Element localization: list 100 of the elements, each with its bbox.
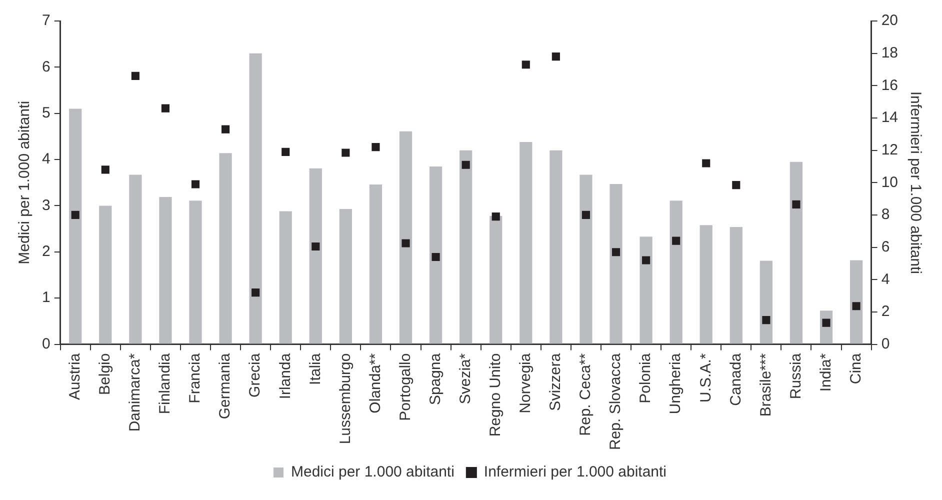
bar bbox=[189, 200, 202, 344]
legend-label: Infermieri per 1.000 abitanti bbox=[484, 464, 667, 481]
bar bbox=[670, 200, 682, 344]
x-tick-label: Finlandia bbox=[156, 352, 174, 414]
x-tick-label: Austria bbox=[66, 352, 84, 400]
y-tick-label: 5 bbox=[42, 104, 50, 122]
x-tick-label: Polonia bbox=[637, 352, 654, 404]
x-tick-label: Cina bbox=[847, 352, 864, 384]
point bbox=[732, 181, 740, 190]
x-tick-label: Canada bbox=[727, 352, 744, 406]
x-tick-label: Olanda** bbox=[366, 353, 384, 414]
y2-axis-title: Infermieri per 1.000 abitanti bbox=[906, 91, 924, 274]
point bbox=[792, 200, 800, 208]
x-tick-label: Grecia bbox=[246, 352, 264, 398]
y2-tick-label: 14 bbox=[881, 109, 898, 126]
bar bbox=[309, 168, 322, 344]
bar bbox=[369, 184, 382, 344]
bar bbox=[99, 206, 112, 344]
bar bbox=[700, 225, 712, 344]
bar bbox=[580, 174, 592, 344]
bar bbox=[640, 236, 652, 344]
point bbox=[432, 252, 440, 262]
point bbox=[342, 148, 350, 157]
bar bbox=[129, 174, 142, 344]
x-tick-label: Ungheria bbox=[667, 352, 684, 414]
y2-tick-label: 10 bbox=[881, 174, 898, 191]
y2-tick-label: 18 bbox=[881, 44, 898, 62]
bar bbox=[610, 184, 622, 344]
x-tick-label: Belgio bbox=[96, 353, 114, 395]
bar bbox=[550, 150, 562, 344]
x-tick-label: Irlanda bbox=[276, 352, 294, 400]
x-tick-label: Norvegia bbox=[517, 352, 534, 414]
x-tick-label: Rep. Ceca** bbox=[577, 353, 594, 436]
y-tick-label: 6 bbox=[42, 58, 50, 76]
y2-tick-label: 6 bbox=[881, 238, 890, 256]
bar bbox=[790, 162, 803, 344]
bar bbox=[460, 150, 472, 344]
point bbox=[372, 143, 380, 152]
x-tick-label: Danimarca* bbox=[126, 353, 144, 432]
bar bbox=[520, 142, 532, 344]
bar bbox=[429, 166, 442, 344]
point bbox=[252, 288, 260, 297]
point bbox=[822, 318, 830, 327]
point bbox=[222, 125, 230, 134]
point bbox=[312, 242, 320, 251]
x-tick-label: India* bbox=[817, 353, 834, 392]
x-tick-label: Rep. Slovacca bbox=[607, 352, 624, 450]
point bbox=[672, 236, 680, 245]
point bbox=[852, 302, 860, 310]
x-tick-label: Lussemburgo bbox=[336, 353, 354, 444]
y-tick-label: 2 bbox=[42, 243, 50, 260]
x-tick-label: Regno Unito bbox=[487, 353, 504, 437]
x-tick-label: Italia bbox=[306, 352, 324, 385]
point bbox=[101, 166, 110, 174]
point bbox=[282, 148, 290, 156]
point bbox=[492, 212, 500, 221]
bar bbox=[399, 131, 412, 344]
bar bbox=[760, 260, 772, 344]
x-tick-label: Svizzera bbox=[547, 352, 564, 411]
point bbox=[462, 160, 470, 169]
bar bbox=[159, 196, 172, 344]
bar bbox=[279, 211, 292, 344]
point bbox=[702, 159, 710, 168]
y2-tick-label: 16 bbox=[881, 76, 898, 94]
y2-tick-label: 20 bbox=[881, 12, 898, 30]
bar bbox=[850, 260, 863, 344]
x-tick-label: Svezia* bbox=[456, 353, 474, 404]
bar bbox=[339, 208, 352, 344]
y-tick-label: 1 bbox=[42, 289, 50, 306]
x-tick-label: Francia bbox=[186, 352, 204, 404]
point bbox=[582, 210, 590, 220]
point bbox=[71, 210, 80, 220]
point bbox=[642, 256, 650, 264]
bar bbox=[219, 153, 232, 344]
bar bbox=[249, 53, 262, 344]
bar bbox=[490, 216, 502, 344]
y2-tick-label: 8 bbox=[881, 206, 890, 224]
x-tick-label: Germania bbox=[216, 352, 234, 420]
legend-label: Medici per 1.000 abitanti bbox=[290, 464, 454, 481]
y-axis-title: Medici per 1.000 abitanti bbox=[16, 100, 34, 264]
point bbox=[552, 52, 560, 61]
point bbox=[191, 180, 200, 188]
y-tick-label: 3 bbox=[42, 196, 50, 214]
point bbox=[612, 248, 620, 256]
x-tick-label: Portogallo bbox=[396, 353, 414, 421]
x-tick-label: Russia bbox=[787, 352, 804, 400]
point bbox=[131, 72, 140, 80]
bar bbox=[730, 226, 742, 344]
y2-tick-label: 4 bbox=[881, 270, 890, 288]
y2-tick-label: 2 bbox=[881, 303, 890, 320]
point bbox=[762, 316, 770, 324]
point bbox=[161, 104, 170, 112]
x-tick-label: Spagna bbox=[426, 352, 444, 405]
bar bbox=[69, 108, 82, 344]
x-tick-label: U.S.A.* bbox=[697, 353, 714, 402]
point bbox=[522, 60, 530, 69]
point bbox=[402, 239, 410, 248]
y-tick-label: 0 bbox=[42, 335, 50, 352]
x-tick-label: Brasile*** bbox=[757, 353, 774, 417]
y2-tick-label: 12 bbox=[881, 141, 898, 158]
